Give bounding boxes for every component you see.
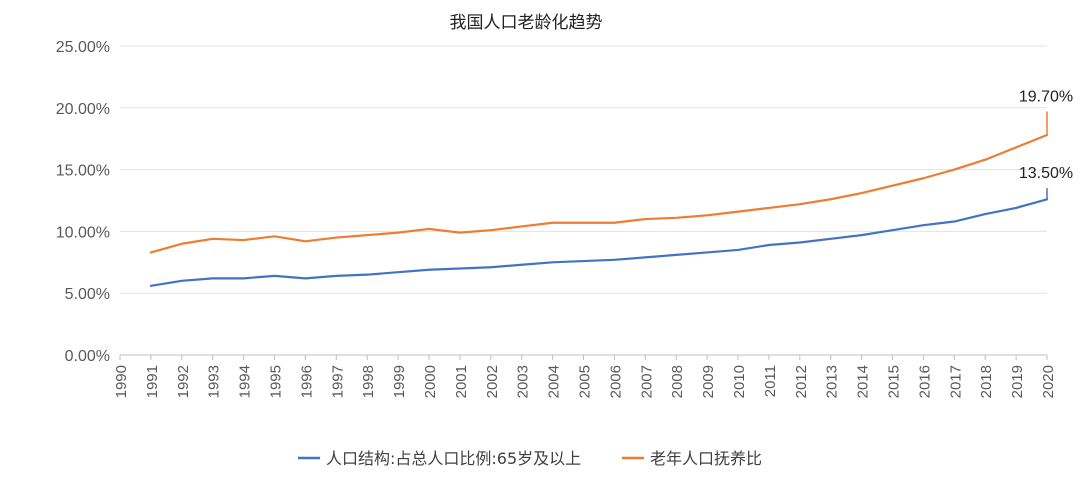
x-tick-label: 1997 xyxy=(329,365,346,398)
x-tick-label: 1994 xyxy=(237,365,254,398)
legend-label: 人口结构:占总人口比例:65岁及以上 xyxy=(326,449,581,468)
x-tick-label: 1999 xyxy=(391,365,408,398)
y-tick-label: 20.00% xyxy=(56,101,110,118)
x-tick-label: 2014 xyxy=(855,365,872,398)
series-line-0 xyxy=(149,198,1049,287)
x-tick-label: 2001 xyxy=(453,365,470,398)
legend[interactable]: 人口结构:占总人口比例:65岁及以上 老年人口抚养比 xyxy=(298,449,762,468)
x-tick-label: 1993 xyxy=(206,365,223,398)
x-tick-label: 1992 xyxy=(175,365,192,398)
y-tick-label: 5.00% xyxy=(65,286,110,303)
x-tick-label: 2012 xyxy=(793,365,810,398)
x-tick-label: 1995 xyxy=(268,365,285,398)
series-line-1 xyxy=(149,133,1049,254)
x-tick-label: 1991 xyxy=(144,365,161,398)
y-tick-label: 0.00% xyxy=(65,348,110,365)
data-labels: 13.50% 19.70% xyxy=(1019,89,1073,200)
x-tick-label: 2000 xyxy=(422,365,439,398)
x-tick-label: 2002 xyxy=(484,365,501,398)
legend-item-1[interactable]: 老年人口抚养比 xyxy=(622,449,762,468)
y-tick-label: 25.00% xyxy=(56,39,110,56)
x-tick-label: 2015 xyxy=(886,365,903,398)
y-tick-label: 10.00% xyxy=(56,224,110,241)
x-tick-label: 2003 xyxy=(515,365,532,398)
y-tick-label: 15.00% xyxy=(56,163,110,180)
x-tick-label: 1990 xyxy=(113,365,130,398)
data-label: 13.50% xyxy=(1019,165,1073,182)
chart-title: 我国人口老龄化趋势 xyxy=(450,13,603,33)
x-tick-label: 2004 xyxy=(546,365,563,398)
y-axis-ticks: 0.00% 5.00% 10.00% 15.00% 20.00% 25.00% xyxy=(56,39,110,365)
data-label: 19.70% xyxy=(1019,89,1073,106)
x-tick-label: 2006 xyxy=(607,365,624,398)
x-tick-label: 2020 xyxy=(1040,365,1057,398)
x-tick-label: 2007 xyxy=(638,365,655,398)
x-tick-label: 2018 xyxy=(978,365,995,398)
x-tick-label: 2019 xyxy=(1009,365,1026,398)
x-tick-label: 2009 xyxy=(700,365,717,398)
x-tick-label: 2010 xyxy=(731,365,748,398)
x-tick-label: 2013 xyxy=(824,365,841,398)
series-lines xyxy=(149,133,1049,287)
x-tick-label: 1996 xyxy=(298,365,315,398)
gridlines xyxy=(120,45,1047,356)
x-tick-label: 2005 xyxy=(577,365,594,398)
legend-item-0[interactable]: 人口结构:占总人口比例:65岁及以上 xyxy=(298,449,581,468)
x-tick-label: 1998 xyxy=(360,365,377,398)
x-axis: 1990 1991 1992 1993 1994 1995 1996 1997 1998 1999… xyxy=(113,354,1057,398)
x-tick-label: 2017 xyxy=(947,365,964,398)
legend-label: 老年人口抚养比 xyxy=(650,449,762,468)
x-tick-label: 2016 xyxy=(916,365,933,398)
x-tick-label: 2011 xyxy=(762,365,779,397)
x-tick-label: 2008 xyxy=(669,365,686,398)
